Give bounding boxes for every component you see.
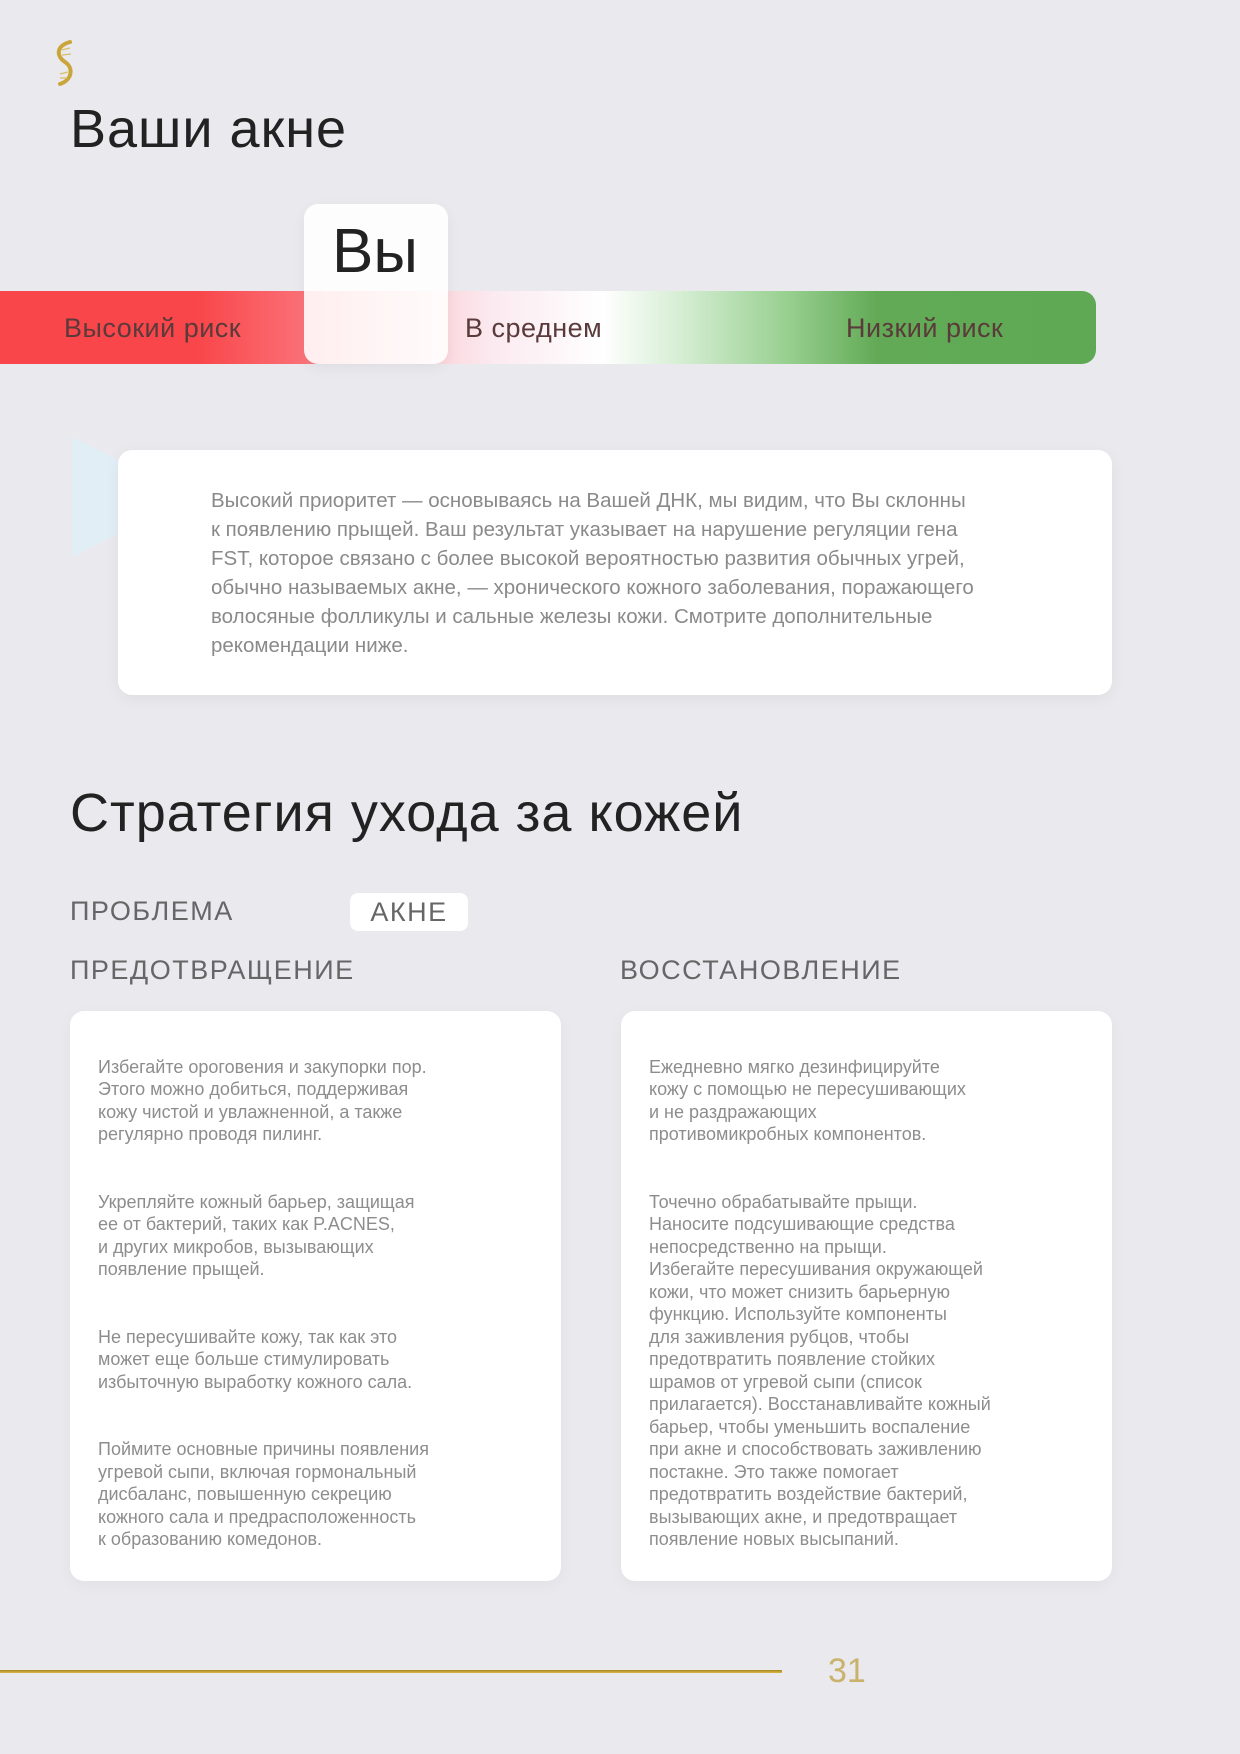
prevention-heading: ПРЕДОТВРАЩЕНИЕ xyxy=(70,955,355,985)
prevention-paragraph: Избегайте ороговения и закупорки пор. Эт… xyxy=(98,1056,427,1145)
recovery-paragraph: Точечно обрабатывайте прыщи. Наносите по… xyxy=(649,1191,991,1550)
you-marker-label: Вы xyxy=(332,217,418,286)
problem-label: ПРОБЛЕМА xyxy=(70,896,234,926)
you-marker: Вы xyxy=(304,204,448,364)
problem-badge: АКНЕ xyxy=(350,893,468,931)
prevention-paragraph: Укрепляйте кожный барьер, защищая ее от … xyxy=(98,1191,415,1280)
result-text: Высокий приоритет — основываясь на Вашей… xyxy=(211,489,974,657)
low-risk-label: Низкий риск xyxy=(846,313,1004,343)
recovery-paragraph: Ежедневно мягко дезинфицируйте кожу с по… xyxy=(649,1056,966,1145)
prevention-paragraph: Поймите основные причины появления угрев… xyxy=(98,1439,429,1549)
recovery-card: Ежедневно мягко дезинфицируйте кожу с по… xyxy=(621,1011,1112,1581)
high-risk-label: Высокий риск xyxy=(64,313,242,343)
page-number: 31 xyxy=(828,1652,866,1690)
prevention-paragraph: Не пересушивайте кожу, так как это может… xyxy=(98,1326,413,1392)
footer-rule xyxy=(0,1670,782,1673)
result-callout: Высокий приоритет — основываясь на Вашей… xyxy=(118,450,1112,695)
prevention-card: Избегайте ороговения и закупорки пор. Эт… xyxy=(70,1011,561,1581)
dna-logo-icon xyxy=(56,40,73,86)
page-title: Ваши акне xyxy=(70,99,348,159)
recovery-heading: ВОССТАНОВЛЕНИЕ xyxy=(620,955,902,985)
average-risk-label: В среднем xyxy=(465,313,603,343)
section-title: Стратегия ухода за кожей xyxy=(70,783,744,843)
risk-scale-bar xyxy=(0,291,1096,364)
